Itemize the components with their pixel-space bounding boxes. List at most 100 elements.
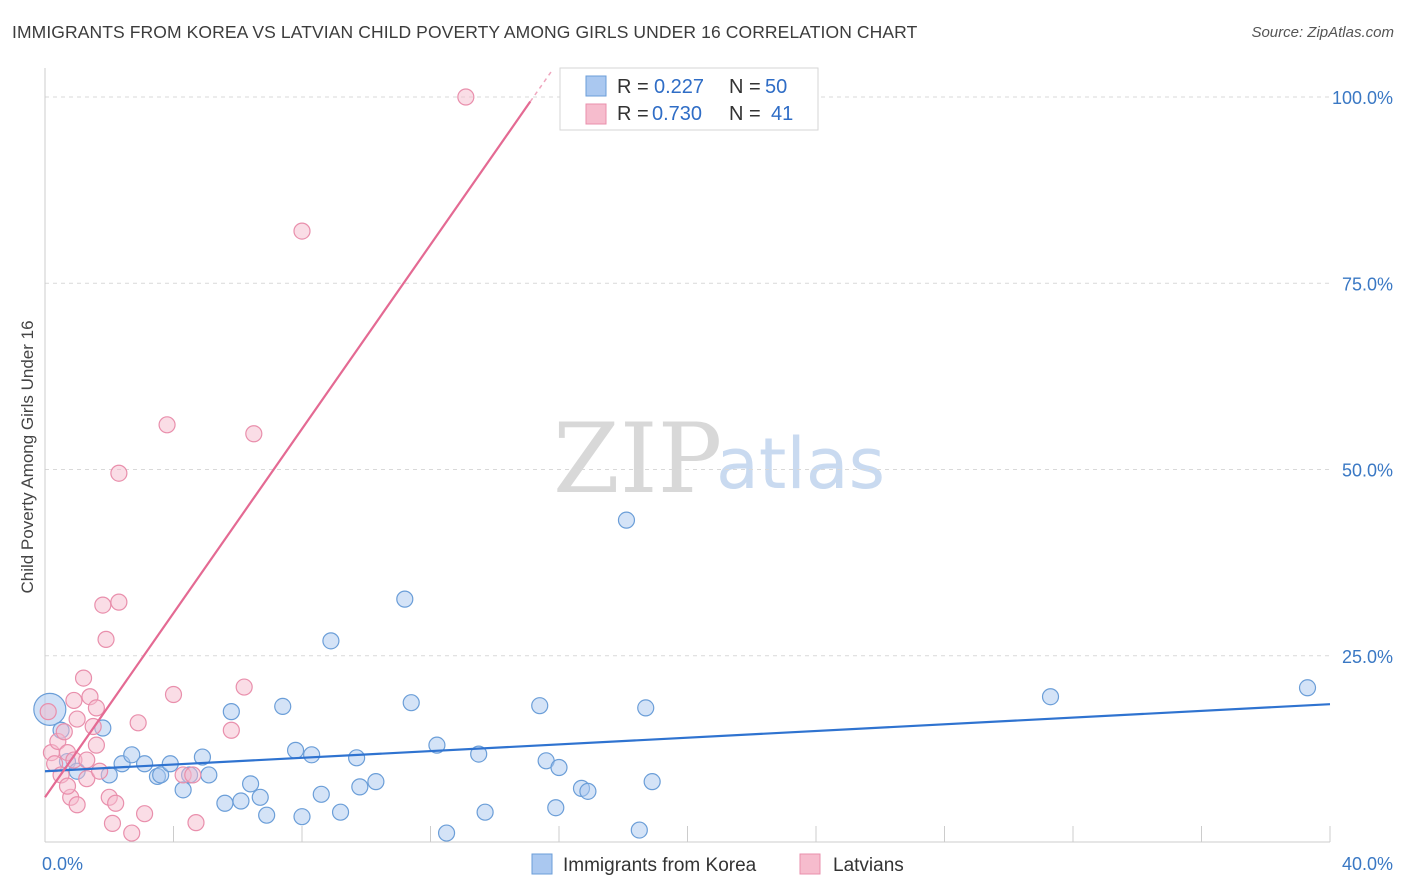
legend-n-label-1: N = [729, 76, 761, 98]
korea-point [293, 808, 311, 826]
source-label: Source: ZipAtlas.com [1251, 24, 1394, 41]
x-ticks [44, 826, 1331, 842]
korea-point [367, 773, 385, 791]
trend-lines [44, 71, 1331, 798]
latvians-point [94, 596, 112, 614]
legend-n-value-1: 50 [765, 76, 787, 98]
latvians-point [97, 630, 115, 648]
korea-point [222, 703, 240, 721]
latvians-point [78, 751, 96, 769]
korea-point [643, 773, 661, 791]
korea-point [637, 699, 655, 717]
y-tick-label: 50.0% [1342, 461, 1393, 481]
watermark-atlas: atlas [716, 423, 885, 505]
korea-point [200, 766, 218, 784]
korea-point [303, 746, 321, 764]
legend-korea-label: Immigrants from Korea [563, 855, 757, 876]
korea-point [579, 782, 597, 800]
y-tick-labels: 25.0% 50.0% 75.0% 100.0% [1332, 88, 1393, 667]
latvians-point [65, 691, 83, 710]
korea-trend-line [44, 703, 1331, 773]
korea-point [476, 803, 494, 821]
legend-n-label-2: N = [729, 103, 761, 125]
korea-point [348, 749, 366, 767]
y-tick-label: 75.0% [1342, 274, 1393, 294]
korea-point [630, 821, 648, 839]
latvians-point [110, 464, 128, 482]
latvians-point [457, 88, 475, 106]
korea-point [135, 755, 154, 773]
korea-point [193, 748, 212, 766]
y-axis-label: Child Poverty Among Girls Under 16 [18, 320, 37, 593]
legend-n-value-2: 41 [771, 103, 793, 125]
y-tick-label: 100.0% [1332, 88, 1393, 108]
legend-r-value-2: 0.730 [652, 103, 702, 125]
legend-r-value-1: 0.227 [654, 76, 704, 98]
korea-point [312, 785, 330, 803]
y-tick-label: 25.0% [1342, 647, 1393, 667]
latvians-point [78, 770, 96, 788]
korea-point [396, 590, 414, 608]
korea-point [617, 511, 636, 529]
latvians-point [235, 678, 253, 696]
latvians-point [184, 766, 202, 784]
latvians-point [158, 416, 176, 434]
latvians-point [164, 685, 183, 704]
korea-point [216, 794, 234, 812]
latvians-point [129, 714, 147, 732]
series-latvians-points [39, 88, 475, 842]
x-tick-label: 40.0% [1342, 854, 1393, 874]
korea-point [123, 746, 141, 764]
latvians-point [103, 814, 122, 832]
chart-title: IMMIGRANTS FROM KOREA VS LATVIAN CHILD P… [12, 22, 918, 42]
latvians-point [55, 723, 73, 741]
korea-point [402, 694, 420, 712]
series-legend: Immigrants from Korea Latvians [531, 853, 904, 876]
latvians-point [293, 222, 311, 240]
latvians-point [39, 703, 57, 721]
grid-lines [45, 96, 1330, 657]
latvians-point [87, 736, 106, 754]
latvians-trend-extension [529, 71, 552, 102]
legend-swatch-pink [585, 103, 607, 125]
latvians-point [107, 794, 125, 812]
latvians-point [58, 777, 77, 795]
latvians-point [187, 814, 205, 832]
korea-point [550, 758, 568, 777]
legend-latvians-label: Latvians [833, 855, 904, 876]
latvians-point [110, 593, 128, 611]
latvians-point [91, 762, 109, 780]
legend-latvians-swatch [799, 853, 821, 875]
latvians-point [68, 796, 86, 814]
korea-point [1298, 679, 1317, 697]
korea-point [286, 741, 305, 759]
korea-point [174, 781, 192, 799]
x-tick-labels: 0.0% 40.0% [42, 854, 1393, 874]
correlation-legend: R = 0.227 N = 50 R = 0.730 N = 41 [559, 67, 819, 131]
latvians-point [245, 425, 263, 443]
korea-point [258, 806, 276, 824]
legend-r-label-2: R = [617, 103, 649, 125]
korea-point [428, 736, 446, 754]
legend-korea-swatch [531, 853, 553, 875]
korea-point [547, 799, 565, 817]
korea-point [232, 792, 250, 810]
legend-swatch-blue [585, 75, 607, 97]
legend-r-label-1: R = [617, 76, 649, 98]
latvians-trend-line [44, 100, 532, 798]
korea-point [1041, 688, 1060, 706]
latvians-point [87, 699, 106, 717]
korea-point [437, 824, 456, 842]
korea-point [152, 766, 170, 784]
latvians-point [123, 824, 141, 842]
korea-point [331, 803, 350, 821]
korea-point [242, 775, 260, 793]
korea-point [531, 697, 549, 715]
latvians-point [74, 669, 93, 687]
series-korea-points [33, 511, 1317, 842]
latvians-point [222, 721, 240, 739]
latvians-point [135, 805, 154, 823]
x-tick-label: 0.0% [42, 854, 83, 874]
korea-point [470, 745, 488, 763]
